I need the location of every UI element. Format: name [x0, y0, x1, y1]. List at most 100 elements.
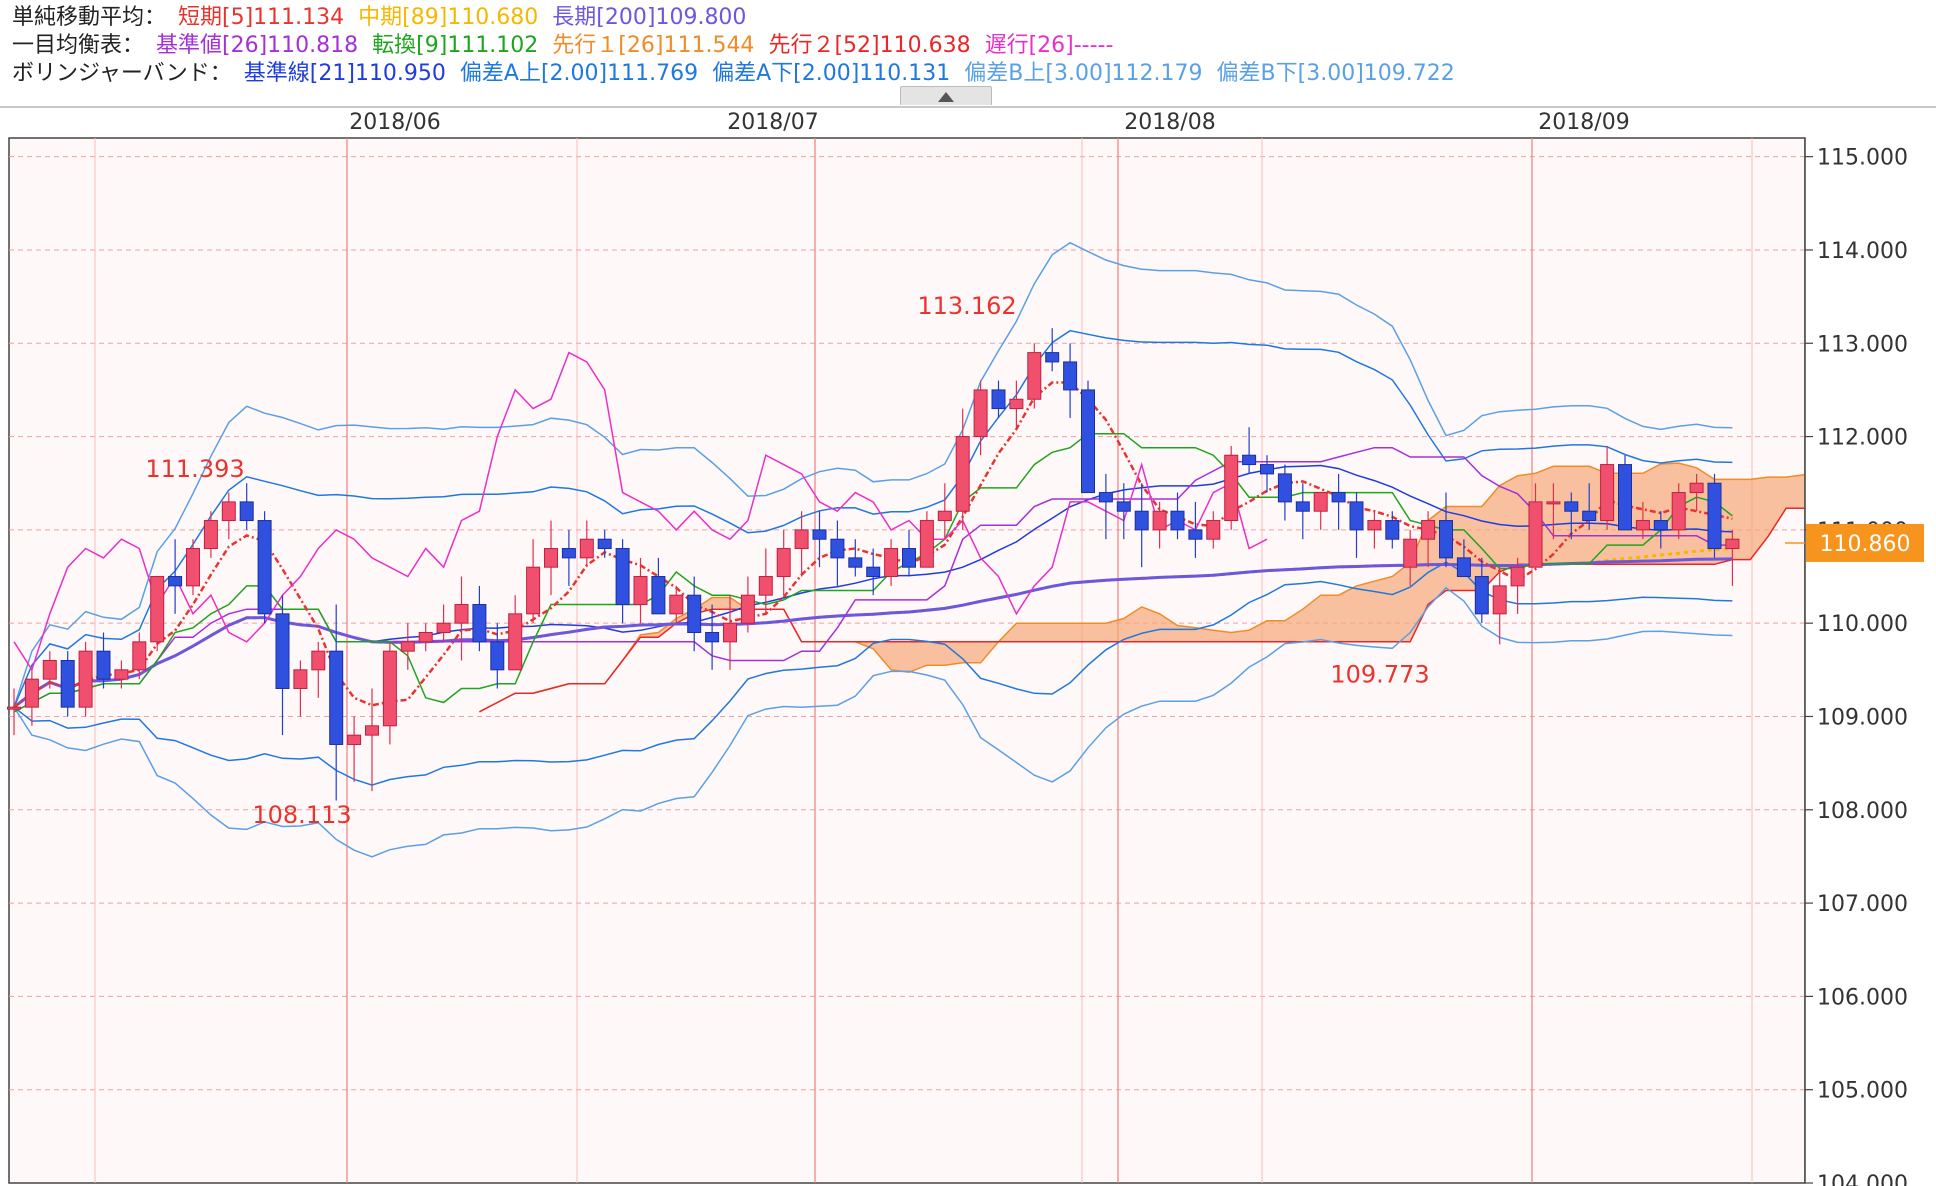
price-chart[interactable]: 2018/06 2018/07 2018/08 2018/09 115.000 114.…	[0, 105, 1936, 1186]
candle-body	[651, 576, 666, 615]
candle-body	[436, 622, 451, 634]
candle	[1331, 473, 1346, 530]
candle	[1671, 483, 1686, 540]
candle	[454, 576, 469, 661]
x-tick-label: 2018/09	[1538, 110, 1629, 135]
candle	[24, 669, 39, 726]
candle-body	[1224, 454, 1239, 522]
candle	[1313, 492, 1328, 530]
candle	[508, 595, 523, 671]
y-tick-label: 109.000	[1817, 705, 1908, 730]
candle-body	[24, 678, 39, 708]
legend-kijun: 基準値[26]110.818	[156, 33, 359, 58]
candle-body	[96, 650, 111, 680]
chikou-line	[13, 351, 1268, 672]
legend-sma-long: 長期[200]109.800	[552, 5, 747, 30]
x-tick-label: 2018/08	[1124, 110, 1215, 135]
candle-body	[293, 669, 308, 689]
candle-body	[1635, 520, 1650, 531]
candle-body	[1260, 464, 1274, 475]
candle	[60, 651, 75, 717]
candle	[1403, 529, 1418, 586]
candle-body	[365, 725, 379, 736]
candle	[42, 651, 57, 689]
candle-body	[1134, 510, 1149, 531]
candle-body	[400, 641, 415, 652]
candle	[544, 520, 558, 596]
candle	[1564, 492, 1579, 540]
candle	[1206, 511, 1221, 549]
price-annotation: 111.393	[145, 455, 244, 483]
candle-body	[1600, 464, 1615, 522]
candle	[902, 529, 916, 577]
candle	[382, 641, 397, 745]
candle-body	[812, 529, 827, 540]
candle-body	[597, 538, 612, 550]
y-tick-label: 107.000	[1817, 892, 1908, 917]
candle	[669, 585, 684, 624]
grid	[9, 138, 1805, 1183]
candle-body	[347, 734, 362, 745]
legend-sma-mid: 中期[89]110.680	[358, 5, 539, 30]
candle-body	[794, 529, 809, 550]
candle	[1134, 483, 1149, 568]
candle	[1600, 445, 1615, 530]
candle-body	[1027, 352, 1042, 400]
chevron-up-icon	[938, 92, 954, 102]
candle-body	[1045, 352, 1060, 363]
candle	[1098, 473, 1113, 540]
candle-body	[723, 622, 737, 643]
candle-body	[937, 510, 952, 522]
candle	[955, 408, 970, 530]
candle	[168, 539, 183, 614]
candle	[1242, 427, 1257, 474]
legend-bb-a-up: 偏差A上[2.00]111.769	[459, 61, 699, 86]
candle	[1689, 473, 1704, 512]
candle	[1421, 511, 1436, 568]
candle-body	[866, 566, 881, 578]
candle	[257, 511, 272, 624]
legend-ichimoku-title: 一目均衡表：	[12, 33, 145, 58]
candle-body	[1098, 492, 1113, 503]
candle-body	[1116, 501, 1131, 512]
candle	[1045, 328, 1060, 372]
candle-body	[275, 613, 290, 689]
candle-body	[132, 641, 147, 671]
candle-body	[561, 548, 576, 559]
candle-body	[830, 538, 845, 559]
candle-body	[78, 650, 93, 708]
candle-body	[1671, 492, 1686, 531]
candle	[400, 623, 415, 670]
y-axis: 115.000114.000113.000112.000111.000110.0…	[1804, 138, 1935, 1186]
candle-body	[776, 548, 791, 578]
candle-body	[1456, 557, 1471, 578]
candle	[418, 623, 433, 652]
candle	[848, 539, 863, 577]
candle-body	[1188, 529, 1203, 540]
candle-body	[1170, 510, 1185, 531]
candle	[758, 548, 773, 614]
legend-chikou: 遅行[26]-----	[984, 33, 1114, 58]
candle-body	[1349, 501, 1364, 531]
candle-body	[239, 501, 254, 522]
y-tick-label: 106.000	[1817, 985, 1908, 1010]
candle	[1385, 511, 1400, 549]
candle	[1439, 492, 1453, 568]
candle-body	[1510, 566, 1525, 587]
candle-body	[1439, 520, 1453, 559]
candle-body	[329, 650, 344, 745]
price-annotation: 113.162	[917, 292, 1016, 320]
legend-bb-b-up: 偏差B上[3.00]112.179	[964, 61, 1203, 86]
candle-body	[1242, 454, 1257, 466]
candle	[651, 557, 666, 615]
legend-bb-a-down: 偏差A下[2.00]110.131	[712, 61, 951, 86]
candle	[579, 520, 594, 568]
candle	[1582, 483, 1597, 530]
candle	[365, 688, 379, 792]
price-annotation: 109.773	[1330, 660, 1429, 688]
candle	[1152, 501, 1167, 549]
legend-bollinger-title: ボリンジャーバンド：	[12, 61, 232, 86]
y-axis-panel	[1805, 138, 1935, 1183]
candle	[991, 380, 1006, 418]
candle	[776, 529, 791, 596]
